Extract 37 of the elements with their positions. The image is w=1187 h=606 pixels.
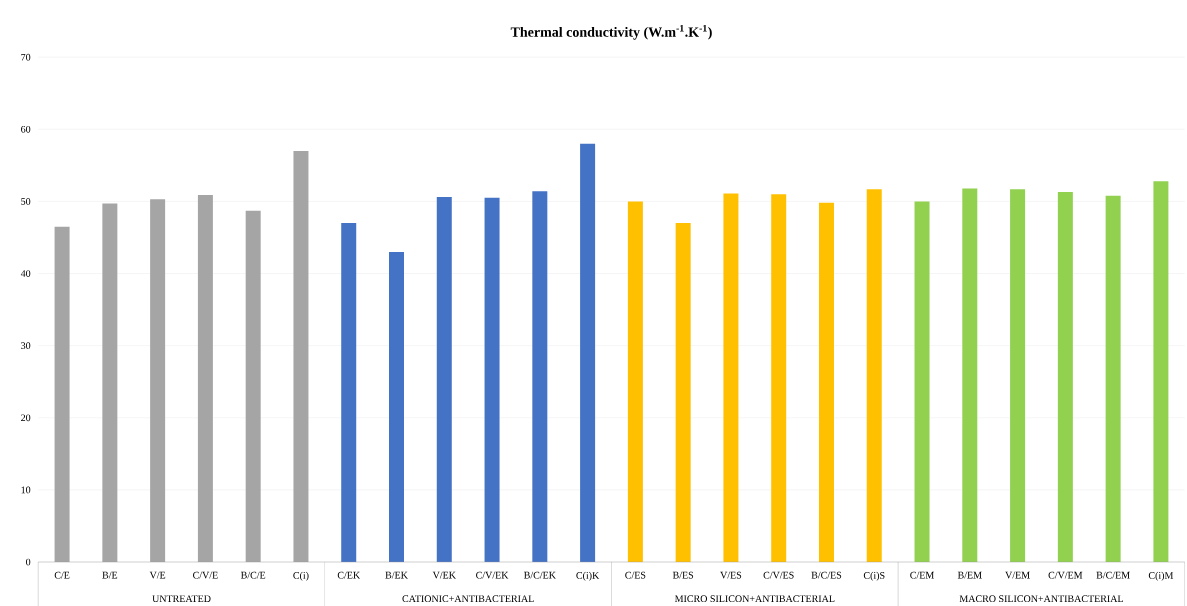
x-tick-label: B/EK: [385, 571, 408, 579]
y-tick-label: 10: [21, 486, 31, 494]
x-tick-label: C(i)K: [576, 571, 600, 581]
x-tick-label: B/EM: [957, 571, 982, 579]
y-tick-label: 20: [21, 414, 31, 422]
y-tick-label: 50: [21, 197, 31, 205]
x-tick-label: V/E: [149, 571, 166, 579]
x-tick-label: B/E: [102, 571, 118, 579]
x-tick-label: C/V/E: [193, 571, 218, 579]
x-tick-label: C/EK: [337, 571, 361, 579]
x-tick-label: C/V/EK: [476, 571, 509, 579]
x-tick-label: C(i)S: [863, 571, 885, 581]
x-tick-label: C/EM: [910, 571, 934, 579]
x-tick-label: V/EM: [1005, 571, 1030, 579]
x-tick-label: C(i): [293, 571, 309, 581]
x-tick-label: B/C/ES: [811, 571, 842, 579]
y-tick-label: 60: [21, 125, 31, 133]
y-tick-label: 40: [20, 270, 31, 277]
x-tick-label: V/EK: [432, 571, 456, 579]
x-tick-label: B/C/E: [240, 571, 266, 579]
y-tick-label: 70: [21, 53, 31, 61]
chart-title: Thermal conductivity (W.m$^{-1}$.K$^{-1}$): [510, 24, 712, 40]
x-tick-label: B/C/EM: [1096, 571, 1130, 579]
x-tick-label: C/V/ES: [763, 571, 794, 579]
y-tick-label: 0: [26, 558, 31, 566]
x-tick-label: C/E: [54, 571, 70, 579]
x-tick-label: B/C/EK: [524, 571, 556, 579]
text: CATIONIC+ANTIBACTERIAL: [402, 595, 534, 602]
x-tick-label: C(i)M: [1148, 571, 1174, 581]
x-tick-label: C/ES: [625, 571, 646, 579]
x-tick-label: C/V/EM: [1048, 571, 1083, 579]
text: UNTREATED: [152, 595, 211, 602]
text: MICRO SILICON+ANTIBACTERIAL: [674, 595, 835, 602]
y-tick-label: 30: [21, 342, 31, 349]
x-tick-label: B/ES: [672, 571, 694, 579]
x-tick-label: V/ES: [720, 571, 742, 579]
text: MACRO SILICON+ANTIBACTERIAL: [959, 595, 1123, 602]
